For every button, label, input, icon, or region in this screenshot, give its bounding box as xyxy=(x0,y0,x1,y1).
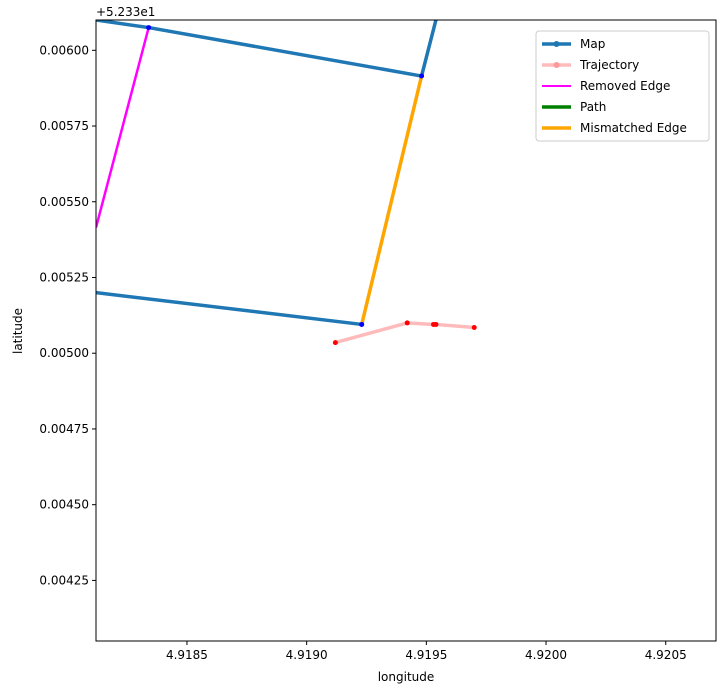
data-layer xyxy=(96,20,477,346)
legend-label-trajectory: Trajectory xyxy=(579,58,639,72)
y-tick-label: 0.00450 xyxy=(39,498,89,512)
mismatched-edge-line xyxy=(360,75,424,325)
y-offset-label: +5.233e1 xyxy=(96,5,155,19)
x-tick-label: 4.9190 xyxy=(286,648,328,662)
legend-label-path: Path xyxy=(580,100,606,114)
x-tick-label: 4.9185 xyxy=(166,648,208,662)
x-tick-label: 4.9200 xyxy=(525,648,567,662)
map-line xyxy=(96,20,438,78)
y-tick-label: 0.00475 xyxy=(39,422,89,436)
y-tick-label: 0.00425 xyxy=(39,573,89,587)
legend-label-map: Map xyxy=(580,37,605,51)
map-point xyxy=(359,321,365,327)
y-tick-label: 0.00500 xyxy=(39,346,89,360)
trajectory-point xyxy=(404,320,410,326)
map-line xyxy=(96,290,362,327)
legend: Map Trajectory Removed Edge Path Mismatched … xyxy=(535,30,710,142)
trajectory-point xyxy=(433,321,439,327)
y-tick-label: 0.00525 xyxy=(39,270,89,284)
y-axis-title: latitude xyxy=(11,308,25,354)
legend-marker-map xyxy=(553,41,560,47)
plot-frame xyxy=(95,19,717,642)
x-axis-title: longitude xyxy=(378,670,435,684)
y-tick-label: 0.00550 xyxy=(39,195,89,209)
legend-label-removed-edge: Removed Edge xyxy=(580,79,670,93)
removed-edge-line xyxy=(96,27,150,228)
map-point xyxy=(146,25,152,31)
legend-marker-trajectory xyxy=(553,62,560,68)
y-tick-label: 0.00600 xyxy=(39,43,89,57)
y-axis: 0.00425 0.00450 0.00475 0.00500 0.00525 0.005… xyxy=(39,43,96,587)
legend-label-mismatched-edge: Mismatched Edge xyxy=(580,121,687,135)
x-axis: 4.9185 4.9190 4.9195 4.9200 4.9205 xyxy=(166,641,687,662)
legend-box xyxy=(535,30,710,142)
x-tick-label: 4.9195 xyxy=(405,648,447,662)
trajectory-point xyxy=(471,324,477,330)
map-point xyxy=(419,73,425,79)
trajectory-point xyxy=(332,340,338,346)
x-tick-label: 4.9205 xyxy=(645,648,687,662)
y-tick-label: 0.00575 xyxy=(39,119,89,133)
